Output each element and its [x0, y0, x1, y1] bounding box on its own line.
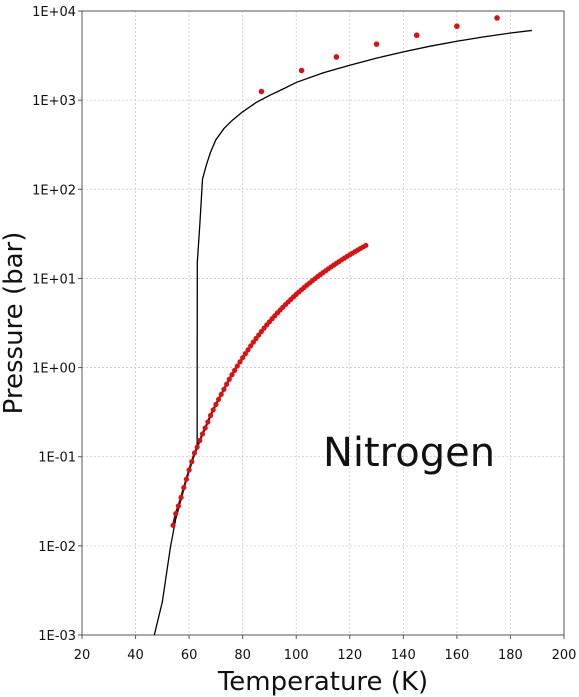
saturation-data-point — [207, 412, 214, 419]
melting-data-point — [494, 15, 500, 21]
y-axis-label: Pressure (bar) — [0, 232, 29, 415]
y-tick-label: 1E-01 — [38, 451, 76, 466]
x-tick-label: 40 — [127, 648, 144, 663]
x-axis-label: Temperature (K) — [217, 667, 428, 697]
saturation-data-point — [183, 476, 190, 482]
saturation-data-point — [197, 437, 203, 444]
x-tick-label: 80 — [234, 648, 251, 663]
y-tick-label: 1E-03 — [38, 629, 76, 644]
saturation-data-point — [237, 359, 243, 365]
x-tick-label: 100 — [284, 648, 309, 663]
x-tick-label: 60 — [181, 648, 198, 663]
saturation-data-point — [210, 407, 216, 413]
saturation-data-point — [245, 347, 251, 353]
saturation-data-point — [170, 522, 176, 528]
melting-data-point — [373, 41, 380, 47]
y-tick-label: 1E+03 — [32, 94, 76, 109]
saturation-data-point — [202, 425, 208, 431]
y-tick-label: 1E-02 — [38, 540, 76, 555]
saturation-data-point — [215, 396, 222, 402]
saturation-data-point — [191, 450, 198, 456]
saturation-data-point — [199, 431, 206, 437]
saturation-data-point — [181, 485, 187, 491]
saturation-data-point — [213, 401, 219, 408]
chart-annotation: Nitrogen — [323, 430, 495, 476]
y-tick-label: 1E+02 — [32, 183, 76, 198]
saturation-data-point — [194, 444, 200, 450]
x-tick-label: 140 — [391, 648, 416, 663]
saturation-data-point — [221, 386, 227, 392]
melting-data-point — [413, 32, 420, 39]
saturation-data-point — [205, 419, 211, 425]
saturation-data-point — [248, 343, 254, 349]
melting-data-point — [454, 23, 460, 30]
melting-data-point — [298, 67, 305, 74]
saturation-data-point — [175, 503, 181, 509]
saturation-data-point — [186, 467, 192, 473]
x-tick-label: 200 — [552, 648, 577, 663]
saturation-data-point — [218, 391, 224, 398]
saturation-data-point — [224, 381, 230, 387]
x-tick-label: 20 — [74, 648, 91, 663]
saturation-data-point — [226, 376, 232, 382]
melting-data-point — [258, 88, 265, 95]
saturation-data-point — [363, 242, 369, 249]
saturation-data-point — [242, 351, 248, 357]
x-tick-label: 160 — [444, 648, 469, 663]
x-tick-label: 180 — [498, 648, 523, 663]
plot-frame — [81, 10, 565, 636]
data-series — [153, 15, 532, 636]
tick-labels: 20 40 60 80 100 120 140 160 180 200 1E-03 1E-02 1E-0… — [32, 5, 576, 663]
y-tick-label: 1E+04 — [32, 5, 76, 20]
saturation-data-point — [178, 494, 184, 500]
saturation-data-point — [250, 339, 256, 345]
saturation-data-point — [234, 363, 240, 369]
x-tick-label: 120 — [337, 648, 362, 663]
saturation-data-point — [232, 367, 238, 373]
saturation-data-point — [173, 511, 179, 517]
saturation-data-point — [240, 355, 246, 361]
grid — [82, 11, 564, 635]
saturation-data-point — [189, 459, 195, 465]
y-tick-label: 1E+01 — [32, 272, 76, 287]
saturation-data-point — [256, 332, 262, 338]
melting-data-point — [333, 54, 340, 60]
y-tick-label: 1E+00 — [32, 362, 76, 377]
saturation-data-point — [229, 372, 235, 378]
saturation-curve — [171, 244, 367, 526]
phase-boundary-line — [153, 29, 532, 636]
